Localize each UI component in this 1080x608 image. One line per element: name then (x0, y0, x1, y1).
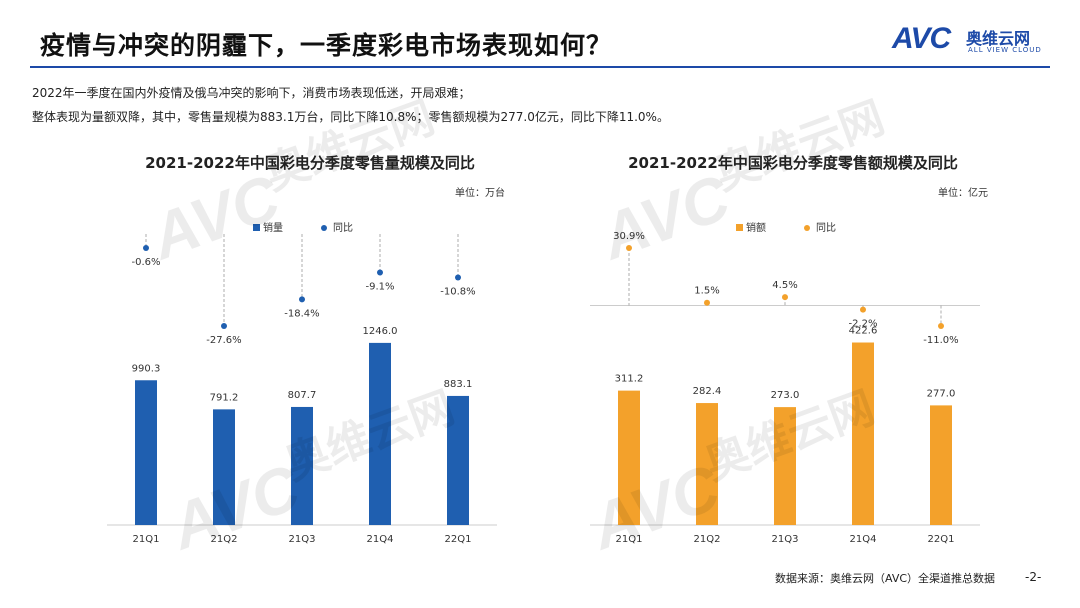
yoy-label: -2.2% (848, 319, 877, 330)
yoy-point (860, 306, 866, 313)
intro-line-2: 整体表现为量额双降，其中，零售量规模为883.1万台，同比下降10.8%；零售额… (32, 110, 669, 124)
bar (135, 380, 157, 525)
yoy-point (704, 299, 710, 306)
yoy-point (455, 274, 461, 281)
page-number: -2- (1025, 570, 1042, 584)
x-tick-label: 21Q1 (133, 534, 160, 545)
bar-value-label: 422.6 (849, 326, 878, 337)
bar (696, 403, 718, 525)
page-title: 疫情与冲突的阴霾下，一季度彩电市场表现如何？ (40, 31, 613, 60)
x-tick-label: 21Q1 (616, 534, 643, 545)
legend-label-yoy: 同比 (333, 222, 353, 234)
x-tick-label: 22Q1 (928, 534, 955, 545)
bar-value-label: 311.2 (615, 374, 644, 385)
logo-en: ALL VIEW CLOUD (968, 46, 1042, 54)
intro-line-1: 2022年一季度在国内外疫情及俄乌冲突的影响下，消费市场表现低迷，开局艰难； (32, 86, 471, 100)
legend-label-bar: 销额 (746, 221, 766, 234)
yoy-label: -9.1% (365, 282, 394, 293)
bar-value-label: 282.4 (693, 386, 722, 397)
legend-label-yoy: 同比 (816, 222, 836, 234)
bar-value-label: 791.2 (210, 392, 239, 403)
legend-swatch-bar (253, 224, 260, 231)
bar-value-label: 273.0 (771, 390, 800, 401)
bar (930, 405, 952, 525)
bar-value-label: 277.0 (927, 388, 956, 399)
bar (852, 342, 874, 525)
x-tick-label: 21Q4 (367, 534, 394, 545)
yoy-point (938, 323, 944, 329)
bar-value-label: 1246.0 (363, 326, 398, 337)
x-tick-label: 21Q4 (850, 534, 877, 545)
yoy-label: -18.4% (284, 308, 319, 319)
chart-unit: 单位：万台 (455, 186, 505, 199)
yoy-label: -27.6% (206, 335, 241, 346)
legend-swatch-bar (736, 224, 743, 231)
bar-value-label: 990.3 (132, 363, 161, 374)
logo-brand: AVC (892, 22, 951, 55)
x-tick-label: 22Q1 (445, 534, 472, 545)
avc-logo: AVC 奥维云网 ALL VIEW CLOUD (892, 22, 1062, 58)
bar (369, 342, 391, 525)
legend-label-bar: 销量 (263, 221, 283, 234)
yoy-point (626, 245, 632, 251)
x-tick-label: 21Q2 (694, 534, 721, 545)
yoy-label: 30.9% (613, 231, 645, 242)
yoy-point (782, 294, 788, 301)
bar (291, 406, 313, 525)
title-divider (30, 66, 1050, 68)
x-tick-label: 21Q3 (289, 534, 316, 545)
yoy-point (143, 245, 149, 251)
yoy-label: -10.8% (440, 286, 475, 297)
yoy-label: -0.6% (131, 257, 160, 268)
bar-value-label: 807.7 (288, 390, 317, 401)
bar (774, 407, 796, 525)
yoy-label: 4.5% (772, 280, 797, 291)
data-source: 数据来源：奥维云网（AVC）全渠道推总数据 (775, 572, 996, 585)
chart-title: 2021-2022年中国彩电分季度零售量规模及同比 (145, 154, 475, 172)
legend-swatch-yoy (321, 225, 327, 231)
yoy-point (377, 269, 383, 276)
legend-swatch-yoy (804, 225, 810, 231)
x-tick-label: 21Q3 (772, 534, 799, 545)
bar (618, 390, 640, 525)
bar-value-label: 883.1 (444, 379, 473, 390)
logo-cn: 奥维云网 (966, 29, 1031, 48)
chart-title: 2021-2022年中国彩电分季度零售额规模及同比 (628, 154, 958, 172)
x-tick-label: 21Q2 (211, 534, 238, 545)
bar (447, 395, 469, 525)
yoy-point (299, 296, 305, 303)
yoy-label: 1.5% (694, 286, 719, 297)
yoy-point (221, 323, 227, 329)
yoy-label: -11.0% (923, 335, 958, 346)
chart-unit: 单位：亿元 (938, 186, 988, 199)
bar (213, 409, 235, 525)
